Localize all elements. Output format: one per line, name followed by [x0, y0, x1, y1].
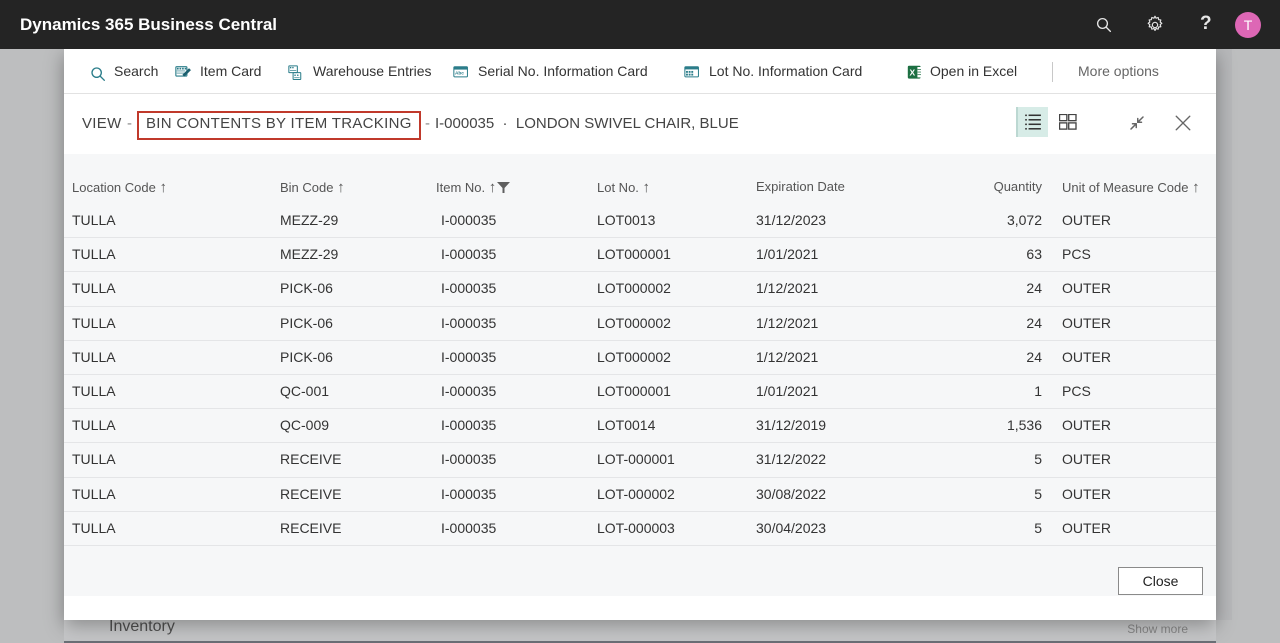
svg-text:Abc: Abc	[455, 71, 464, 77]
svg-text:X: X	[910, 68, 916, 78]
